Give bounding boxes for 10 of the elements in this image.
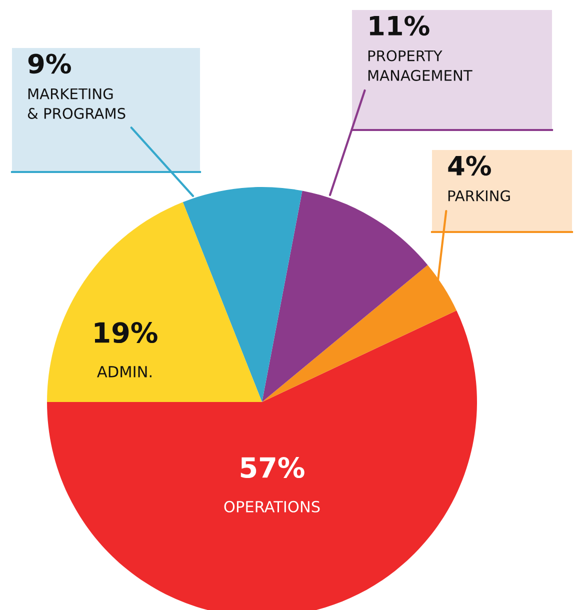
data-label: 19% [94,322,158,344]
data-label: 4% [448,156,491,176]
data-label: 9% [28,54,71,74]
slice-label: PARKING [448,190,510,202]
slice-label: ADMIN. [97,366,152,378]
slice-label: MARKETING & PROGRAMS [28,88,126,119]
data-label: 57% [240,457,304,478]
slice-label: PROPERTY MANAGEMENT [368,50,472,81]
slice-label: OPERATIONS [224,500,320,512]
data-label: 11% [370,16,430,36]
